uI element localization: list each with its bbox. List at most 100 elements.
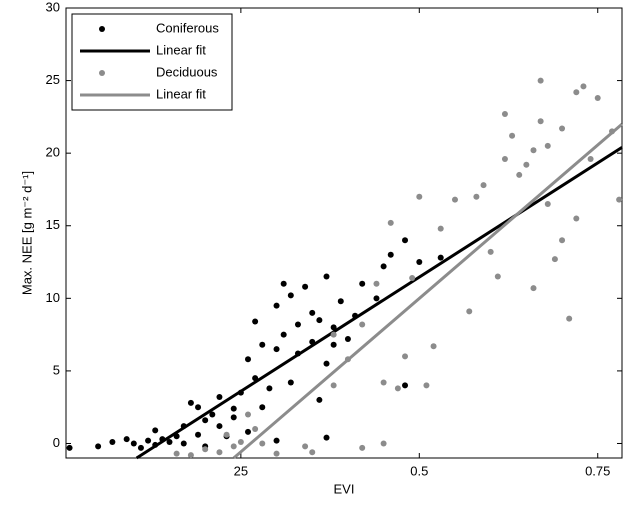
- x-tick-label: 0.75: [585, 463, 610, 478]
- point: [237, 439, 244, 446]
- point: [330, 324, 337, 331]
- point: [230, 405, 237, 412]
- point: [302, 443, 309, 450]
- point: [437, 254, 444, 261]
- point: [616, 196, 623, 203]
- point: [337, 298, 344, 305]
- fit-line: [135, 146, 623, 460]
- point: [466, 308, 473, 315]
- point: [252, 425, 259, 432]
- point: [173, 450, 180, 457]
- point: [109, 439, 116, 446]
- point: [209, 411, 216, 418]
- point: [494, 273, 501, 280]
- point: [537, 77, 544, 84]
- point: [245, 356, 252, 363]
- point: [202, 446, 209, 453]
- point: [344, 335, 351, 342]
- point: [501, 155, 508, 162]
- y-tick-label: 15: [46, 217, 60, 232]
- point: [409, 275, 416, 281]
- point: [537, 118, 544, 125]
- point: [480, 182, 487, 189]
- y-tick-label: 20: [46, 145, 60, 160]
- fit-line: [232, 122, 623, 460]
- point: [359, 444, 366, 451]
- plot-frame: [65, 7, 623, 459]
- point: [387, 251, 394, 258]
- x-tick-label: 0.5: [410, 463, 428, 478]
- point: [544, 142, 551, 149]
- point: [294, 321, 301, 328]
- point: [323, 434, 330, 441]
- point: [544, 200, 551, 207]
- point: [316, 396, 323, 403]
- point: [95, 443, 102, 450]
- point: [216, 423, 223, 430]
- y-tick-label: 30: [46, 0, 60, 14]
- point: [501, 110, 508, 117]
- point: [580, 83, 587, 90]
- point: [309, 309, 316, 316]
- point: [587, 155, 594, 162]
- point: [280, 280, 287, 287]
- point: [216, 394, 223, 401]
- point: [123, 436, 130, 443]
- point: [402, 237, 409, 244]
- point: [202, 417, 209, 424]
- point: [309, 449, 316, 456]
- y-tick-label: 10: [46, 290, 60, 305]
- point: [402, 382, 409, 389]
- point: [323, 360, 330, 367]
- point: [145, 437, 152, 444]
- point: [330, 331, 337, 338]
- point: [223, 431, 230, 438]
- point: [423, 382, 430, 389]
- point: [137, 444, 144, 451]
- point: [259, 440, 266, 447]
- point: [66, 444, 73, 451]
- legend-label: Linear fit: [156, 86, 206, 101]
- y-tick-label: 5: [53, 362, 60, 377]
- point: [245, 411, 252, 418]
- y-axis-label: Max. NEE [g m⁻² d⁻¹]: [19, 171, 34, 295]
- point: [273, 302, 280, 309]
- point: [245, 428, 252, 435]
- point: [430, 343, 437, 350]
- point: [416, 193, 423, 200]
- point: [187, 399, 194, 406]
- point: [259, 341, 266, 348]
- point: [216, 449, 223, 456]
- point: [523, 161, 530, 168]
- point: [273, 346, 280, 353]
- legend-marker: [99, 26, 105, 32]
- point: [266, 385, 273, 392]
- point: [359, 321, 366, 328]
- point: [195, 404, 202, 411]
- point: [230, 443, 237, 450]
- legend-label: Linear fit: [156, 42, 206, 57]
- point: [152, 427, 159, 434]
- point: [487, 248, 494, 255]
- x-axis-label: EVI: [334, 481, 355, 496]
- point: [437, 225, 444, 232]
- legend-label: Coniferous: [156, 20, 219, 35]
- point: [473, 193, 480, 200]
- point: [380, 440, 387, 447]
- point: [252, 318, 259, 325]
- point: [373, 280, 380, 287]
- point: [559, 125, 566, 132]
- point: [380, 263, 387, 270]
- point: [416, 259, 423, 266]
- point: [130, 440, 137, 447]
- point: [451, 196, 458, 203]
- point: [387, 219, 394, 226]
- y-tick-label: 25: [46, 72, 60, 87]
- point: [323, 273, 330, 280]
- point: [195, 431, 202, 438]
- point: [373, 295, 380, 302]
- point: [516, 171, 523, 178]
- point: [330, 341, 337, 348]
- point: [287, 379, 294, 386]
